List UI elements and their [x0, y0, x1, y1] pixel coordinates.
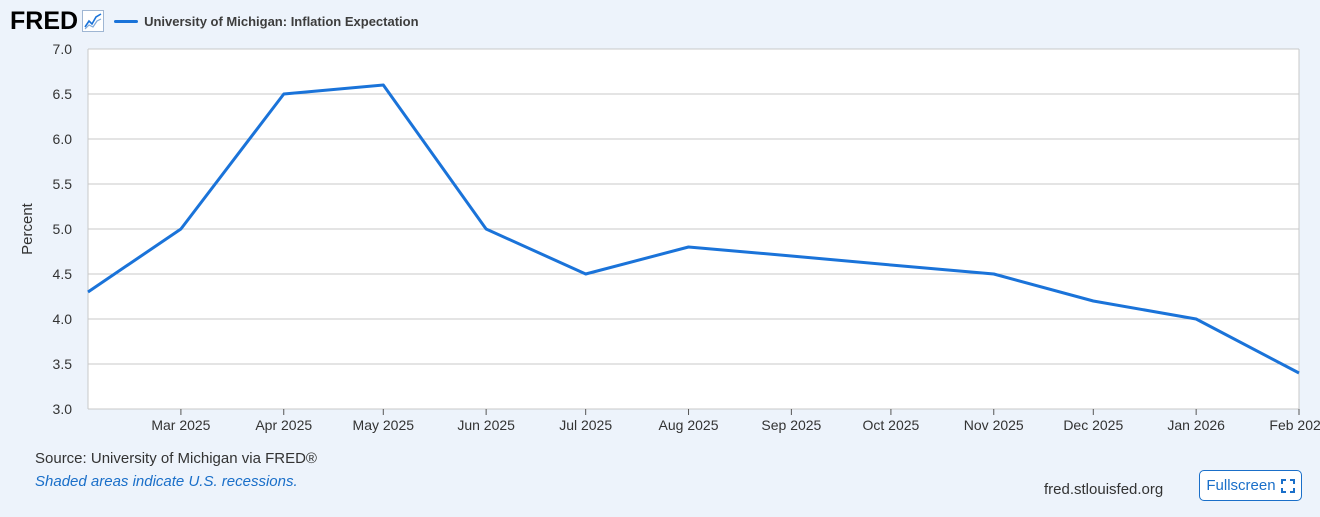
x-tick-labels: Mar 2025 Apr 2025 May 2025 Jun 2025 Jul 2025…: [151, 417, 1320, 433]
x-tick-label: Feb 2026: [1269, 417, 1320, 433]
y-tick-label: 7.0: [53, 41, 73, 57]
x-tick-label: Jul 2025: [559, 417, 612, 433]
x-tick-label: Aug 2025: [659, 417, 719, 433]
source-text: Source: University of Michigan via FRED®: [35, 450, 317, 467]
y-axis-label: Percent: [19, 202, 36, 255]
y-tick-labels: 3.0 3.5 4.0 4.5 5.0 5.5 6.0 6.5 7.0: [53, 41, 73, 417]
x-tick-label: Nov 2025: [964, 417, 1024, 433]
series-line[interactable]: [87, 83, 1300, 375]
recession-note: Shaded areas indicate U.S. recessions.: [35, 473, 298, 490]
site-link[interactable]: fred.stlouisfed.org: [1044, 481, 1164, 498]
legend-series-name: University of Michigan: Inflation Expect…: [144, 13, 419, 29]
x-tick-marks: [180, 409, 1300, 415]
legend-swatch: [114, 19, 139, 23]
y-tick-label: 3.5: [53, 356, 73, 372]
fullscreen-label: Fullscreen: [1206, 477, 1276, 494]
y-tick-label: 4.5: [53, 266, 73, 282]
y-tick-label: 4.0: [53, 311, 73, 327]
y-tick-label: 5.0: [53, 221, 73, 237]
line-chart-icon: [82, 10, 105, 32]
x-tick-label: Sep 2025: [761, 417, 821, 433]
header: FRED University of Michigan: Inflation E…: [10, 6, 419, 36]
x-tick-label: Jan 2026: [1167, 417, 1225, 433]
x-tick-label: Oct 2025: [862, 417, 919, 433]
x-tick-label: Mar 2025: [151, 417, 210, 433]
fullscreen-button[interactable]: Fullscreen: [1199, 470, 1302, 501]
expand-icon: [1280, 478, 1295, 493]
y-tick-label: 5.5: [53, 176, 73, 192]
y-tick-label: 3.0: [53, 401, 73, 417]
x-tick-label: Apr 2025: [255, 417, 312, 433]
y-tick-label: 6.0: [53, 131, 73, 147]
x-tick-label: Dec 2025: [1063, 417, 1123, 433]
x-tick-label: May 2025: [353, 417, 415, 433]
y-tick-label: 6.5: [53, 86, 73, 102]
x-tick-label: Jun 2025: [457, 417, 515, 433]
series-lines: [87, 83, 1300, 375]
fred-logo[interactable]: FRED: [10, 6, 79, 35]
chart-legend[interactable]: University of Michigan: Inflation Expect…: [114, 13, 419, 29]
